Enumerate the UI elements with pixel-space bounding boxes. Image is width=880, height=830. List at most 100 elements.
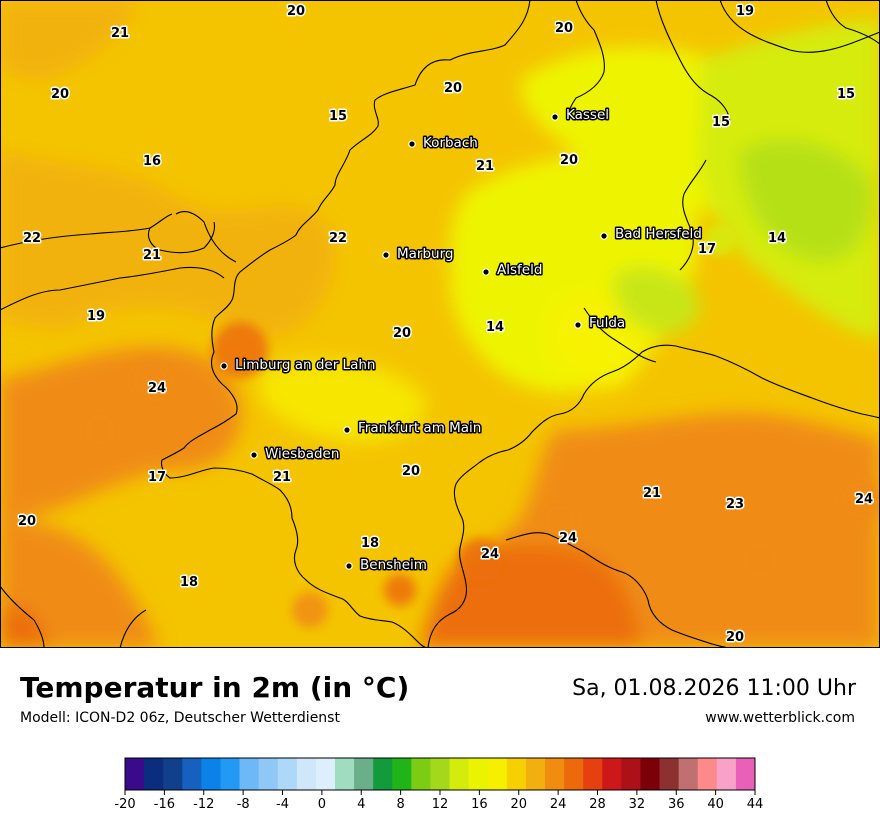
temperature-value: 20 — [287, 4, 305, 19]
color-scale-tick-label: -4 — [276, 797, 289, 812]
color-scale-swatch — [659, 758, 680, 790]
color-scale-swatch — [163, 758, 183, 790]
temperature-value: 21 — [643, 486, 661, 501]
color-scale-swatch — [296, 758, 317, 790]
color-scale-swatch — [564, 758, 584, 790]
city-bensheim[interactable]: Bensheim — [345, 556, 428, 575]
temperature-map[interactable]: 20 19 21 20 20 20 15 15 15 16 21 20 22 2… — [0, 0, 880, 648]
temperature-value: 15 — [712, 115, 730, 130]
color-scale-swatch — [411, 758, 431, 790]
city-markers: Kassel Korbach Bad Hersfeld Marburg Alsf… — [220, 106, 703, 575]
website-link[interactable]: www.wetterblick.com — [705, 710, 855, 726]
color-scale-swatch — [583, 758, 603, 790]
color-scale-tick-label: -16 — [154, 797, 175, 812]
color-scale-swatch — [678, 758, 699, 790]
forecast-datetime: Sa, 01.08.2026 11:00 Uhr — [572, 676, 856, 701]
temperature-value: 20 — [555, 21, 573, 36]
color-scale-swatch — [258, 758, 279, 790]
color-scale-tick-label: -8 — [237, 797, 250, 812]
color-scale-swatch — [220, 758, 240, 790]
color-scale-bar: -20 -16 -12 -8 -4 0 4 8 12 16 20 24 28 32 36 40 44 — [114, 757, 763, 812]
temperature-value: 22 — [329, 231, 347, 246]
color-scale-tick-label: 20 — [510, 797, 527, 812]
map-title: Temperatur in 2m (in °C) — [20, 671, 410, 704]
temperature-value: 15 — [837, 87, 855, 102]
city-label: Wiesbaden — [265, 446, 339, 462]
city-bad-hersfeld[interactable]: Bad Hersfeld — [600, 225, 703, 244]
city-kassel[interactable]: Kassel — [551, 106, 611, 125]
temperature-value: 23 — [726, 497, 744, 512]
color-scale-swatch — [449, 758, 470, 790]
temperature-value: 19 — [736, 4, 754, 19]
city-label: Frankfurt am Main — [358, 420, 481, 436]
color-scale-swatch — [182, 758, 202, 790]
color-scale-swatch — [716, 758, 737, 790]
city-label: Alsfeld — [497, 262, 542, 278]
temperature-value: 20 — [393, 326, 411, 341]
color-scale-tick-label: 0 — [318, 797, 326, 812]
color-scale-tick-label: 8 — [396, 797, 404, 812]
color-scale-tick-label: 16 — [471, 797, 488, 812]
temperature-value: 17 — [148, 470, 166, 485]
temperature-value: 20 — [402, 464, 420, 479]
temperature-value: 18 — [180, 575, 198, 590]
temperature-value: 24 — [559, 531, 577, 546]
city-label: Bad Hersfeld — [615, 226, 702, 242]
temperature-value: 19 — [87, 309, 105, 324]
color-scale-swatch — [201, 758, 221, 790]
temperature-value: 22 — [23, 231, 41, 246]
color-scale-swatch — [525, 758, 546, 790]
state-borders — [0, 0, 880, 648]
temperature-value: 21 — [111, 26, 129, 41]
color-scale-swatch — [277, 758, 298, 790]
color-scale-swatch — [354, 758, 374, 790]
city-label: Korbach — [423, 135, 478, 151]
color-scale-swatch — [392, 758, 412, 790]
temperature-value: 15 — [329, 109, 347, 124]
temperature-value: 20 — [18, 514, 36, 529]
color-scale-tick-label: 40 — [707, 797, 724, 812]
color-scale-swatch — [506, 758, 527, 790]
city-marburg[interactable]: Marburg — [382, 245, 455, 264]
color-scale-tick-label: 4 — [357, 797, 365, 812]
temperature-value: 24 — [481, 547, 499, 562]
city-label: Kassel — [566, 107, 609, 123]
temperature-value: 21 — [476, 159, 494, 174]
temperature-field — [0, 0, 880, 648]
color-scale-swatch — [640, 758, 660, 790]
temperature-value: 17 — [698, 242, 716, 257]
color-scale-tick-label: -20 — [114, 797, 135, 812]
color-scale-swatch — [335, 758, 355, 790]
city-alsfeld[interactable]: Alsfeld — [482, 261, 544, 280]
color-scale-tick-label: 28 — [589, 797, 606, 812]
color-scale-swatch — [239, 758, 260, 790]
color-scale-swatch — [621, 758, 641, 790]
temperature-value: 20 — [726, 630, 744, 645]
temperature-value: 24 — [855, 492, 873, 507]
city-frankfurt-am-main[interactable]: Frankfurt am Main — [343, 419, 483, 438]
temperature-value: 20 — [560, 153, 578, 168]
color-scale-swatch — [144, 758, 164, 790]
color-scale-swatch — [697, 758, 718, 790]
color-scale-swatch — [735, 758, 756, 790]
temperature-value: 14 — [768, 231, 786, 246]
city-label: Bensheim — [360, 557, 427, 573]
color-scale-swatch — [125, 758, 145, 790]
color-scale-swatch — [487, 758, 508, 790]
city-fulda[interactable]: Fulda — [574, 314, 627, 333]
color-scale-swatch — [602, 758, 622, 790]
color-scale-tick-label: 32 — [629, 797, 646, 812]
temperature-value: 21 — [143, 248, 161, 263]
city-label: Marburg — [397, 246, 453, 262]
color-scale-swatch — [430, 758, 450, 790]
city-wiesbaden[interactable]: Wiesbaden — [250, 445, 341, 464]
temperature-value: 21 — [273, 470, 291, 485]
temperature-values: 20 19 21 20 20 20 15 15 15 16 21 20 22 2… — [16, 3, 874, 647]
city-limburg-an-der-lahn[interactable]: Limburg an der Lahn — [220, 356, 377, 375]
color-scale-swatch — [373, 758, 393, 790]
temperature-value: 18 — [361, 536, 379, 551]
model-info: Modell: ICON-D2 06z, Deutscher Wetterdie… — [20, 710, 340, 726]
color-scale-tick-label: -12 — [193, 797, 214, 812]
city-korbach[interactable]: Korbach — [408, 134, 479, 153]
color-scale-legend: -20 -16 -12 -8 -4 0 4 8 12 16 20 24 28 32 36 40 44 — [110, 756, 770, 820]
